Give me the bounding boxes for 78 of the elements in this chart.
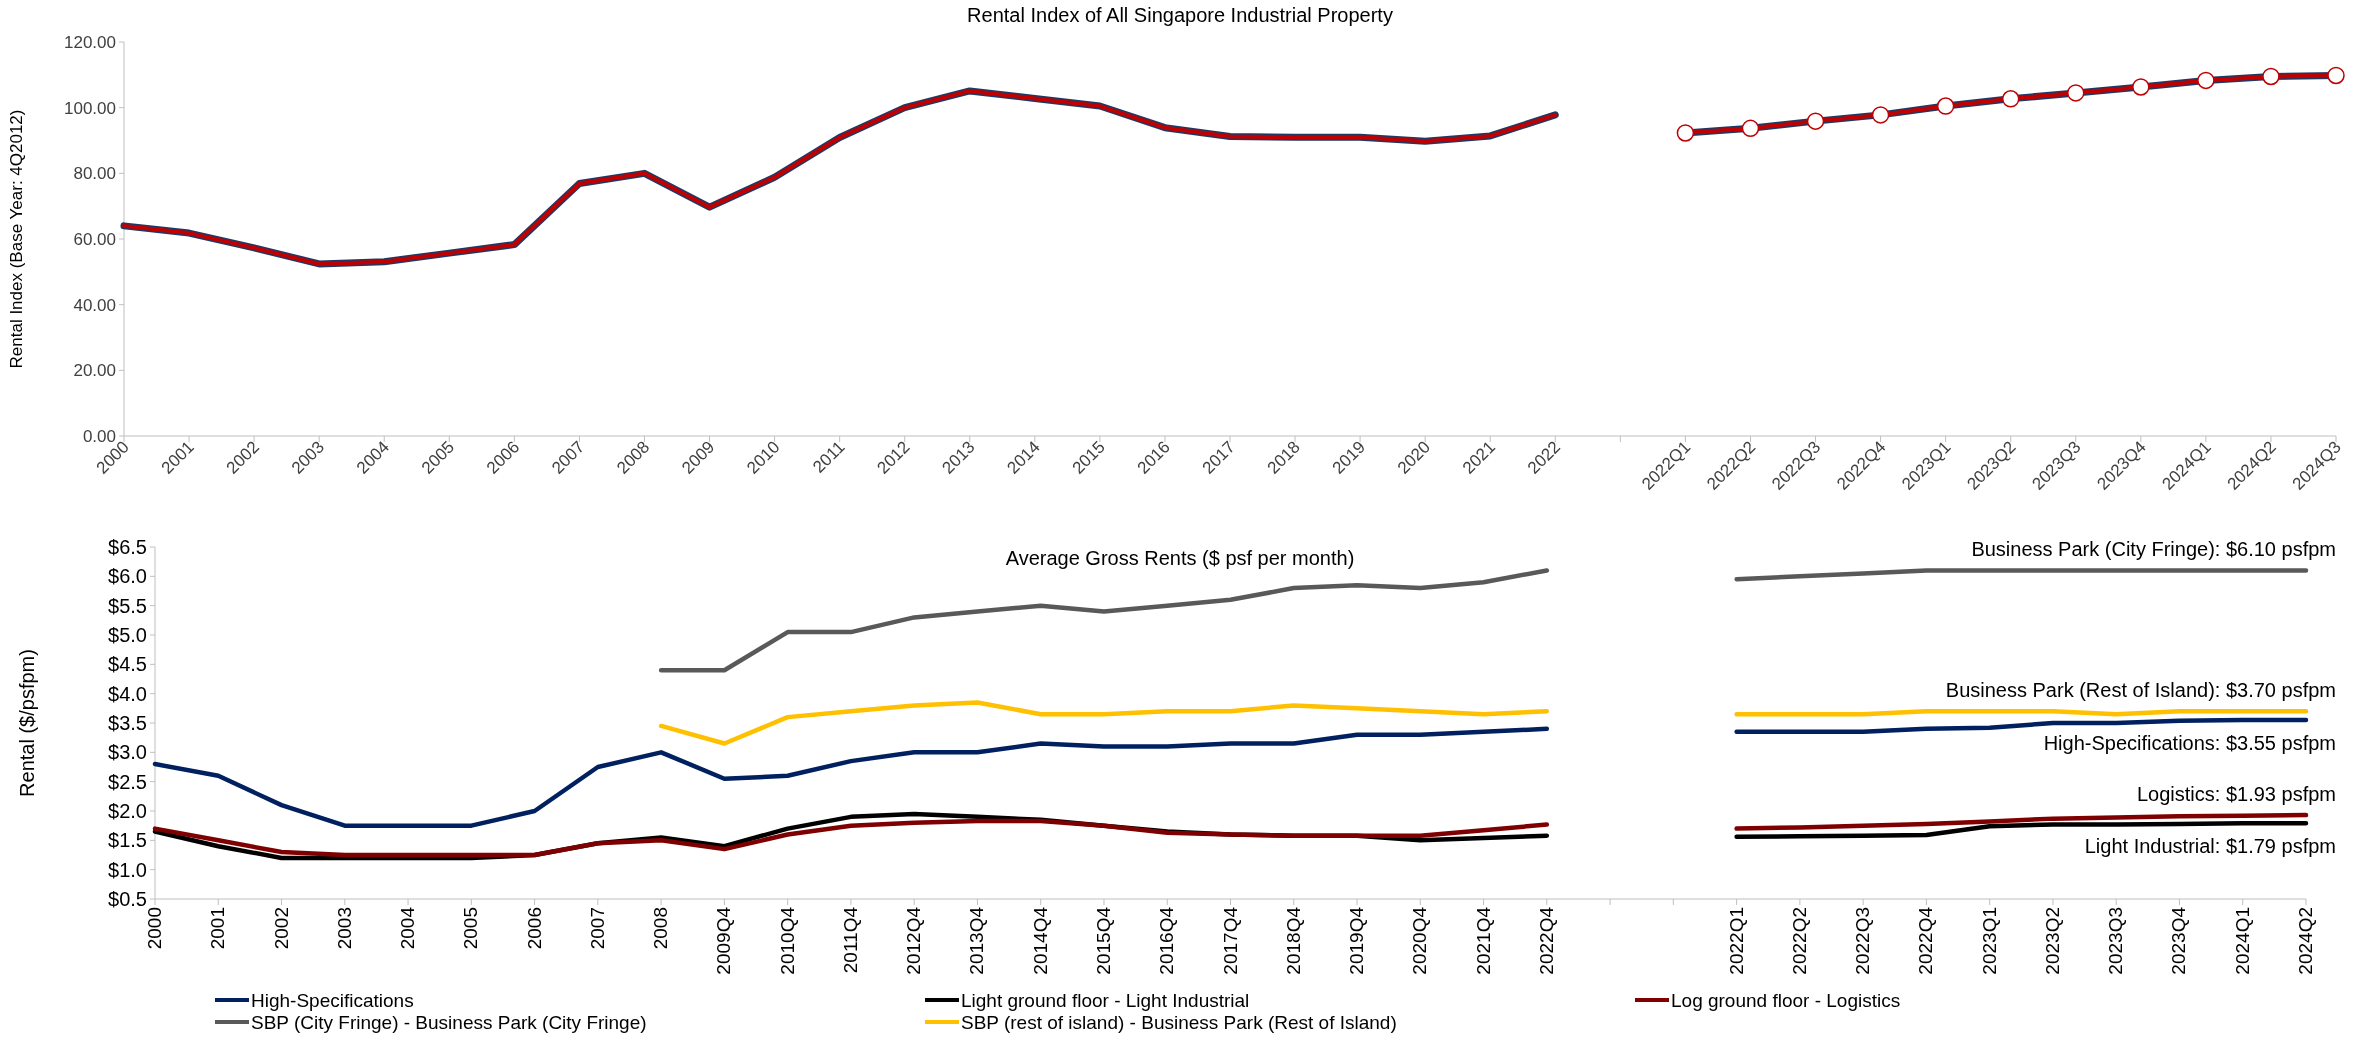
point — [1871, 106, 1890, 124]
y-tick-label: $6.5 — [108, 536, 147, 558]
point — [1806, 112, 1825, 130]
y-tick-label: $5.0 — [108, 624, 147, 646]
x-tick-label: 2006 — [523, 907, 545, 950]
y-axis-title: Rental ($/psfpm) — [16, 649, 38, 797]
x-tick-label: 2020Q4 — [1409, 906, 1431, 975]
y-tick-label: 0.00 — [82, 426, 116, 446]
y-tick-label: 60.00 — [73, 229, 116, 249]
x-tick-label: 2022Q3 — [1852, 907, 1874, 975]
legend-label: SBP (rest of island) - Business Park (Rest of Island) — [961, 1011, 1397, 1033]
x-tick-label: 2023Q3 — [2105, 907, 2127, 975]
x-tick-label: 2003 — [333, 907, 355, 950]
legend-label: High-Specifications — [251, 989, 414, 1011]
x-tick-label: 2024Q2 — [2295, 907, 2316, 975]
x-tick-label: 2007 — [586, 907, 608, 950]
x-tick-label: 2002 — [270, 907, 292, 950]
legend-label: Light ground floor - Light Industrial — [961, 989, 1250, 1011]
x-tick-label: 2023Q4 — [2168, 906, 2190, 975]
point — [2197, 71, 2215, 90]
point — [2001, 90, 2020, 108]
x-tick-label: 2012Q4 — [903, 906, 925, 975]
y-tick-label: $2.5 — [108, 770, 147, 793]
x-tick-label: 2022Q1 — [1725, 907, 1747, 975]
x-tick-label: 2008 — [650, 907, 672, 950]
x-tick-label: 2013Q4 — [966, 906, 988, 975]
x-tick-label: 2005 — [460, 907, 482, 950]
legend-label: Log ground floor - Logistics — [1671, 989, 1901, 1011]
x-tick-label: 2016Q4 — [1156, 906, 1178, 975]
x-tick-label: 2000 — [144, 907, 165, 950]
annotation: Business Park (City Fringe): $6.10 psfpm — [1971, 538, 2336, 561]
x-tick-label: 2022Q4 — [1915, 906, 1937, 975]
annotation: Business Park (Rest of Island): $3.70 psfpm — [1945, 679, 2336, 702]
x-tick-label: 2018Q4 — [1282, 906, 1304, 975]
x-tick-label: 2022Q4 — [1535, 906, 1557, 975]
x-tick-label: 2014Q4 — [1029, 906, 1051, 975]
x-tick-label: 2001 — [207, 907, 229, 950]
chart-title: Rental Index of All Singapore Industrial Property — [967, 4, 1393, 26]
x-tick-label: 2024Q1 — [2231, 907, 2253, 975]
y-tick-label: 80.00 — [73, 164, 116, 184]
y-tick-label: 120.00 — [64, 32, 116, 52]
annotation: Logistics: $1.93 psfpm — [2137, 783, 2336, 806]
point — [2067, 84, 2085, 102]
y-tick-label: 100.00 — [64, 98, 116, 118]
point — [2327, 66, 2345, 85]
y-tick-label: $3.5 — [108, 712, 147, 734]
point — [1936, 97, 1955, 115]
chart-title: Average Gross Rents ($ psf per month) — [1005, 547, 1355, 569]
y-tick-label: $0.5 — [108, 888, 147, 910]
y-tick-label: $4.0 — [108, 682, 147, 705]
annotation: High-Specifications: $3.55 psfpm — [2043, 732, 2336, 755]
y-tick-label: $6.0 — [108, 565, 147, 588]
x-tick-label: 2022Q2 — [1788, 907, 1810, 975]
point — [1676, 124, 1695, 142]
y-tick-label: $3.0 — [108, 741, 147, 764]
x-tick-label: 2011Q4 — [839, 906, 861, 974]
point — [2262, 67, 2280, 86]
y-tick-label: 40.00 — [73, 295, 116, 315]
x-tick-label: 2021Q4 — [1472, 906, 1494, 975]
y-tick-label: $2.0 — [108, 800, 147, 822]
x-tick-label: 2015Q4 — [1092, 906, 1114, 975]
x-tick-label: 2004 — [397, 906, 419, 950]
y-axis-title: Rental Index (Base Year: 4Q2012) — [7, 109, 26, 369]
point — [2132, 78, 2150, 96]
y-tick-label: $1.0 — [108, 858, 147, 881]
point — [1741, 119, 1760, 138]
annotation: Light Industrial: $1.79 psfpm — [2084, 835, 2336, 858]
y-tick-label: $5.5 — [108, 594, 147, 617]
legend-label: SBP (City Fringe) - Business Park (City Fringe) — [251, 1011, 647, 1033]
x-tick-label: 2023Q1 — [1978, 907, 2000, 975]
x-tick-label: 2023Q2 — [2041, 907, 2063, 975]
x-tick-label: 2017Q4 — [1219, 906, 1241, 975]
y-tick-label: 20.00 — [73, 361, 116, 381]
y-tick-label: $4.5 — [108, 653, 147, 676]
x-tick-label: 2019Q4 — [1346, 906, 1368, 975]
x-tick-label: 2009Q4 — [713, 906, 735, 975]
x-tick-label: 2010Q4 — [776, 906, 798, 975]
y-tick-label: $1.5 — [108, 829, 147, 852]
